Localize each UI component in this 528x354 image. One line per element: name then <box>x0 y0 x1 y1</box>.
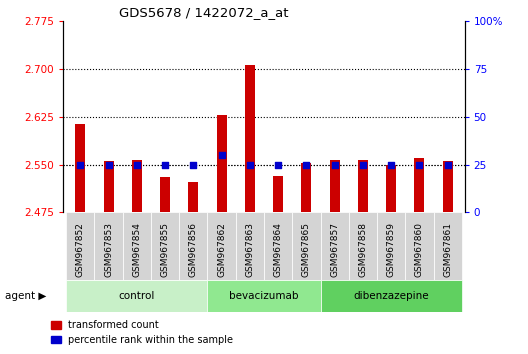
Bar <box>433 212 462 280</box>
Bar <box>349 212 377 280</box>
Text: agent ▶: agent ▶ <box>5 291 46 301</box>
Bar <box>122 212 151 280</box>
Bar <box>329 160 340 212</box>
Bar <box>216 115 227 212</box>
Point <box>331 162 339 167</box>
Text: GSM967861: GSM967861 <box>443 223 452 278</box>
Bar <box>103 161 114 212</box>
Bar <box>179 212 208 280</box>
Bar <box>414 158 425 212</box>
Text: control: control <box>119 291 155 301</box>
Text: GSM967865: GSM967865 <box>302 223 311 278</box>
Point <box>274 162 282 167</box>
Bar <box>208 212 235 280</box>
Point <box>76 162 84 167</box>
Bar <box>66 212 95 280</box>
Bar <box>301 163 312 212</box>
Text: GSM967862: GSM967862 <box>217 223 226 278</box>
Point <box>359 162 367 167</box>
Bar <box>235 212 264 280</box>
Text: GSM967863: GSM967863 <box>246 223 254 278</box>
Bar <box>208 280 320 312</box>
Point <box>444 162 452 167</box>
Point <box>387 162 395 167</box>
Bar <box>160 177 170 212</box>
Point <box>133 162 141 167</box>
Point <box>415 162 423 167</box>
Point <box>189 162 197 167</box>
Bar <box>377 212 406 280</box>
Point <box>246 162 254 167</box>
Bar <box>273 176 283 212</box>
Point <box>161 162 169 167</box>
Bar <box>264 212 293 280</box>
Point <box>218 152 226 158</box>
Text: GSM967857: GSM967857 <box>330 223 339 278</box>
Text: GSM967853: GSM967853 <box>104 223 113 278</box>
Point <box>302 162 310 167</box>
Text: GSM967859: GSM967859 <box>386 223 395 278</box>
Text: GSM967854: GSM967854 <box>133 223 142 278</box>
Bar <box>386 165 396 212</box>
Text: GSM967856: GSM967856 <box>189 223 198 278</box>
Text: GSM967864: GSM967864 <box>274 223 282 278</box>
Text: bevacizumab: bevacizumab <box>229 291 299 301</box>
Bar <box>188 182 199 212</box>
Text: GSM967858: GSM967858 <box>359 223 367 278</box>
Point <box>105 162 113 167</box>
Bar <box>443 161 452 212</box>
Bar <box>76 125 85 212</box>
Bar <box>245 65 255 212</box>
Text: dibenzazepine: dibenzazepine <box>353 291 429 301</box>
Bar <box>358 160 368 212</box>
Bar <box>132 160 142 212</box>
Bar <box>406 212 433 280</box>
Text: GSM967860: GSM967860 <box>415 223 424 278</box>
Text: GSM967855: GSM967855 <box>161 223 169 278</box>
Bar <box>320 212 349 280</box>
Legend: transformed count, percentile rank within the sample: transformed count, percentile rank withi… <box>47 316 238 349</box>
Bar <box>293 212 320 280</box>
Text: GSM967852: GSM967852 <box>76 223 85 278</box>
Bar <box>66 280 208 312</box>
Bar <box>95 212 122 280</box>
Title: GDS5678 / 1422072_a_at: GDS5678 / 1422072_a_at <box>119 6 289 19</box>
Bar <box>151 212 179 280</box>
Bar <box>320 280 462 312</box>
